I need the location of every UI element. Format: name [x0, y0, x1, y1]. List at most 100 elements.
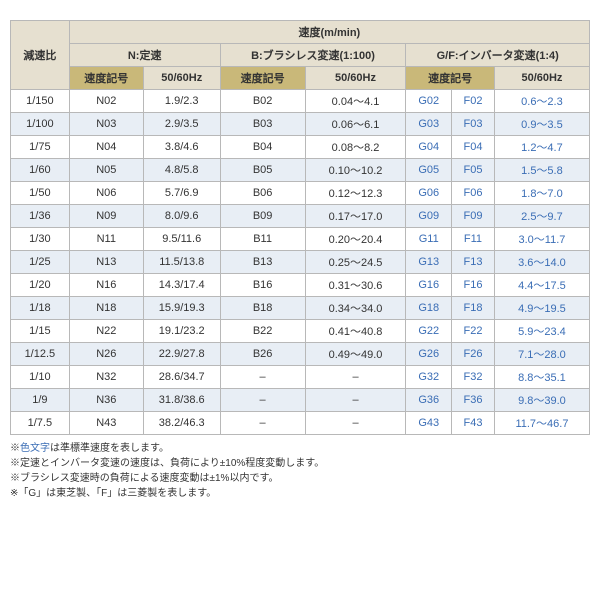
cell-ratio: 1/150	[11, 90, 70, 113]
cell-gf-hz: 1.2～4.7	[494, 136, 589, 159]
cell-n-hz: 1.9/2.3	[143, 90, 220, 113]
cell-ratio: 1/10	[11, 366, 70, 389]
cell-b-code: B09	[220, 205, 305, 228]
cell-g-code: G43	[406, 412, 452, 435]
cell-gf-hz: 0.9～3.5	[494, 113, 589, 136]
cell-n-hz: 5.7/6.9	[143, 182, 220, 205]
cell-gf-hz: 3.6～14.0	[494, 251, 589, 274]
cell-g-code: G11	[406, 228, 452, 251]
table-row: 1/10N3228.6/34.7––G32F328.8～35.1	[11, 366, 590, 389]
cell-b-hz: 0.20～20.4	[305, 228, 406, 251]
cell-ratio: 1/50	[11, 182, 70, 205]
cell-n-hz: 2.9/3.5	[143, 113, 220, 136]
cell-n-hz: 38.2/46.3	[143, 412, 220, 435]
cell-gf-hz: 8.8～35.1	[494, 366, 589, 389]
cell-g-code: G22	[406, 320, 452, 343]
cell-b-hz: 0.25～24.5	[305, 251, 406, 274]
cell-n-code: N36	[69, 389, 143, 412]
cell-b-hz: 0.10～10.2	[305, 159, 406, 182]
cell-n-hz: 3.8/4.6	[143, 136, 220, 159]
cell-ratio: 1/75	[11, 136, 70, 159]
note-2: ※定速とインバータ変速の速度は、負荷により±10%程度変動します。	[10, 456, 590, 471]
cell-g-code: G06	[406, 182, 452, 205]
cell-n-hz: 9.5/11.6	[143, 228, 220, 251]
table-row: 1/15N2219.1/23.2B220.41～40.8G22F225.9～23…	[11, 320, 590, 343]
cell-f-code: F18	[452, 297, 495, 320]
cell-b-hz: 0.31～30.6	[305, 274, 406, 297]
cell-b-hz: –	[305, 389, 406, 412]
cell-n-code: N22	[69, 320, 143, 343]
cell-gf-hz: 7.1～28.0	[494, 343, 589, 366]
cell-f-code: F09	[452, 205, 495, 228]
cell-ratio: 1/18	[11, 297, 70, 320]
cell-n-hz: 15.9/19.3	[143, 297, 220, 320]
cell-b-code: B05	[220, 159, 305, 182]
cell-b-code: –	[220, 389, 305, 412]
table-row: 1/9N3631.8/38.6––G36F369.8～39.0	[11, 389, 590, 412]
cell-g-code: G02	[406, 90, 452, 113]
table-row: 1/60N054.8/5.8B050.10～10.2G05F051.5～5.8	[11, 159, 590, 182]
cell-g-code: G16	[406, 274, 452, 297]
cell-b-hz: 0.41～40.8	[305, 320, 406, 343]
cell-g-code: G04	[406, 136, 452, 159]
cell-gf-hz: 9.8～39.0	[494, 389, 589, 412]
cell-b-code: B03	[220, 113, 305, 136]
cell-g-code: G18	[406, 297, 452, 320]
table-row: 1/50N065.7/6.9B060.12～12.3G06F061.8～7.0	[11, 182, 590, 205]
cell-f-code: F02	[452, 90, 495, 113]
cell-f-code: F05	[452, 159, 495, 182]
cell-ratio: 1/20	[11, 274, 70, 297]
cell-ratio: 1/36	[11, 205, 70, 228]
cell-f-code: F32	[452, 366, 495, 389]
cell-b-hz: –	[305, 366, 406, 389]
cell-gf-hz: 1.5～5.8	[494, 159, 589, 182]
cell-f-code: F26	[452, 343, 495, 366]
cell-ratio: 1/12.5	[11, 343, 70, 366]
table-row: 1/18N1815.9/19.3B180.34～34.0G18F184.9～19…	[11, 297, 590, 320]
hdr-b: B:ブラシレス変速(1:100)	[220, 44, 406, 67]
footnotes: ※色文字は準標準速度を表します。 ※定速とインバータ変速の速度は、負荷により±1…	[10, 441, 590, 501]
cell-b-hz: 0.06～6.1	[305, 113, 406, 136]
cell-f-code: F13	[452, 251, 495, 274]
note-4: ※「G」は東芝製、「F」は三菱製を表します。	[10, 486, 590, 501]
cell-b-code: B16	[220, 274, 305, 297]
cell-f-code: F16	[452, 274, 495, 297]
cell-f-code: F03	[452, 113, 495, 136]
cell-f-code: F43	[452, 412, 495, 435]
cell-ratio: 1/9	[11, 389, 70, 412]
cell-b-code: B26	[220, 343, 305, 366]
cell-n-hz: 19.1/23.2	[143, 320, 220, 343]
cell-ratio: 1/15	[11, 320, 70, 343]
cell-n-hz: 14.3/17.4	[143, 274, 220, 297]
hdr-ratio: 減速比	[11, 21, 70, 90]
cell-gf-hz: 0.6～2.3	[494, 90, 589, 113]
cell-f-code: F06	[452, 182, 495, 205]
cell-g-code: G36	[406, 389, 452, 412]
cell-n-code: N05	[69, 159, 143, 182]
cell-gf-hz: 4.4～17.5	[494, 274, 589, 297]
hdr-b-hz: 50/60Hz	[305, 67, 406, 90]
cell-n-hz: 22.9/27.8	[143, 343, 220, 366]
cell-b-hz: 0.34～34.0	[305, 297, 406, 320]
cell-ratio: 1/7.5	[11, 412, 70, 435]
cell-n-code: N02	[69, 90, 143, 113]
table-row: 1/7.5N4338.2/46.3––G43F4311.7～46.7	[11, 412, 590, 435]
cell-b-hz: –	[305, 412, 406, 435]
cell-f-code: F36	[452, 389, 495, 412]
hdr-gf-hz: 50/60Hz	[494, 67, 589, 90]
cell-ratio: 1/100	[11, 113, 70, 136]
hdr-gf: G/F:インバータ変速(1:4)	[406, 44, 590, 67]
cell-n-code: N26	[69, 343, 143, 366]
cell-n-code: N32	[69, 366, 143, 389]
cell-gf-hz: 2.5～9.7	[494, 205, 589, 228]
table-row: 1/36N098.0/9.6B090.17～17.0G09F092.5～9.7	[11, 205, 590, 228]
cell-ratio: 1/60	[11, 159, 70, 182]
table-row: 1/150N021.9/2.3B020.04～4.1G02F020.6～2.3	[11, 90, 590, 113]
cell-f-code: F04	[452, 136, 495, 159]
cell-n-hz: 31.8/38.6	[143, 389, 220, 412]
table-row: 1/12.5N2622.9/27.8B260.49～49.0G26F267.1～…	[11, 343, 590, 366]
hdr-n-hz: 50/60Hz	[143, 67, 220, 90]
cell-g-code: G13	[406, 251, 452, 274]
cell-g-code: G32	[406, 366, 452, 389]
cell-n-code: N09	[69, 205, 143, 228]
